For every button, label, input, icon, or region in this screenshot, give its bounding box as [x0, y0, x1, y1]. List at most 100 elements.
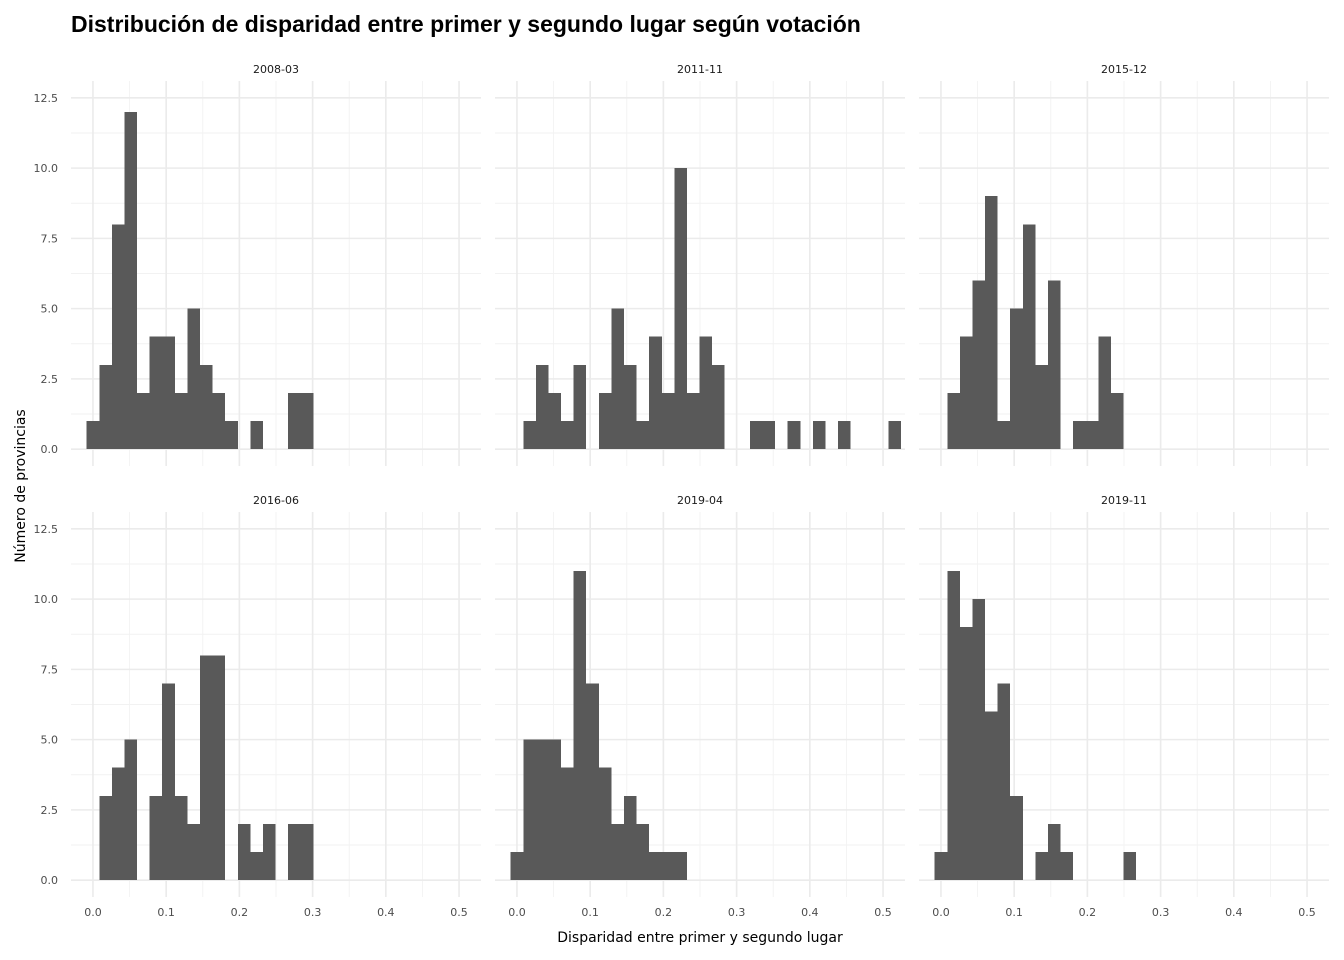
x-tick-label: 0.2 [1079, 906, 1097, 919]
histogram-bar [712, 364, 725, 450]
x-tick-label: 0.0 [84, 906, 102, 919]
histogram-bar [972, 280, 986, 450]
y-tick-label: 12.5 [34, 523, 59, 536]
panel-strip-label: 2016-06 [253, 494, 299, 507]
x-tick-label: 0.5 [874, 906, 892, 919]
panel-strip-label: 2015-12 [1101, 63, 1147, 76]
histogram-bar [99, 795, 112, 881]
histogram-bar [985, 196, 998, 450]
histogram-bar [288, 823, 301, 881]
panel-2016-06: 2016-06 0.0 2.5 5.0 7.5 10.0 12.5 0.0 0.1 0.2 0.3 0… [34, 494, 481, 919]
histogram-bar [838, 421, 851, 450]
panel-2008-03: 2008-03 0.0 2.5 5.0 7.5 10.0 12.5 [34, 63, 481, 466]
histogram-bar [611, 308, 625, 450]
panels-group: 2008-03 0.0 2.5 5.0 7.5 10.0 12.5 2011-11 2015-1… [34, 63, 1329, 919]
x-tick-label: 0.0 [508, 906, 526, 919]
histogram-bar [1048, 280, 1061, 450]
x-tick-label: 0.5 [1298, 906, 1316, 919]
panel-2011-11: 2011-11 [495, 63, 905, 466]
histogram-bar [636, 823, 650, 881]
panel-2015-12: 2015-12 [919, 63, 1329, 466]
histogram-bar [749, 421, 763, 450]
histogram-bar [1085, 421, 1099, 450]
histogram-bar [288, 392, 301, 450]
histogram-bar [1123, 852, 1137, 881]
histogram-bar [674, 852, 687, 881]
x-tick-label: 0.3 [728, 906, 746, 919]
histogram-bar [812, 421, 826, 450]
histogram-bar [1110, 392, 1124, 450]
histogram-bar [636, 421, 650, 450]
histogram-bar [586, 683, 599, 881]
histogram-bar [548, 392, 562, 450]
x-tick-label: 0.4 [377, 906, 395, 919]
panel-strip-label: 2008-03 [253, 63, 299, 76]
histogram-bar [262, 823, 276, 881]
histogram-bar [573, 364, 587, 450]
histogram-bar [1035, 852, 1049, 881]
histogram-bar [99, 364, 112, 450]
x-tick-label: 0.2 [655, 906, 673, 919]
histogram-bar [1010, 795, 1023, 881]
histogram-bar [934, 852, 948, 881]
histogram-bar [548, 739, 562, 881]
histogram-bar [1022, 224, 1036, 450]
y-tick-label: 7.5 [41, 663, 59, 676]
x-tick-label: 0.3 [1152, 906, 1170, 919]
x-tick-label: 0.1 [581, 906, 599, 919]
histogram-bar [187, 308, 201, 450]
histogram-bar [959, 336, 973, 450]
histogram-bar [888, 421, 902, 450]
panel-strip-label: 2011-11 [677, 63, 723, 76]
histogram-bar [149, 336, 163, 450]
histogram-bar [1073, 421, 1086, 450]
histogram-bar [762, 421, 776, 450]
x-tick-label: 0.1 [157, 906, 175, 919]
histogram-bar [947, 571, 960, 881]
histogram-bar [997, 421, 1011, 450]
histogram-bar [649, 852, 662, 881]
panel-2019-11: 2019-11 0.0 0.1 0.2 0.3 0.4 0.5 [919, 494, 1329, 919]
histogram-bar [162, 336, 175, 450]
y-tick-label: 7.5 [41, 232, 59, 245]
histogram-bar [611, 823, 625, 881]
x-tick-label: 0.4 [801, 906, 819, 919]
histogram-bar [947, 392, 960, 450]
y-tick-label: 0.0 [41, 443, 59, 456]
histogram-bar [137, 392, 150, 450]
histogram-bar [573, 571, 587, 881]
histogram-bar [174, 392, 188, 450]
histogram-bar [1048, 823, 1061, 881]
y-tick-label: 10.0 [34, 162, 59, 175]
histogram-bar [225, 421, 238, 450]
histogram-bar [162, 683, 175, 881]
histogram-bar [237, 823, 251, 881]
histogram-bar [250, 852, 263, 881]
histogram-bar [200, 655, 213, 881]
histogram-bar [124, 111, 138, 450]
histogram-bar [523, 739, 536, 881]
histogram-bar [686, 392, 700, 450]
x-axis-title: Disparidad entre primer y segundo lugar [557, 930, 843, 946]
histogram-bar [510, 852, 524, 881]
panel-2019-04: 2019-04 0.0 0.1 0.2 0.3 0.4 0.5 [495, 494, 905, 919]
panel-strip-label: 2019-04 [677, 494, 723, 507]
panel-strip-label: 2019-11 [1101, 494, 1147, 507]
histogram-bar [661, 392, 675, 450]
histogram-bar [1010, 308, 1023, 450]
histogram-bar [174, 795, 188, 881]
histogram-bar [598, 767, 612, 881]
histogram-bar [200, 364, 213, 450]
histogram-bar [959, 627, 973, 881]
x-tick-label: 0.1 [1005, 906, 1023, 919]
histogram-bar [624, 364, 637, 450]
histogram-bar [598, 392, 612, 450]
histogram-bar [149, 795, 163, 881]
y-tick-label: 0.0 [41, 874, 59, 887]
histogram-bar [624, 795, 637, 881]
histogram-bar [997, 683, 1011, 881]
x-tick-label: 0.3 [304, 906, 322, 919]
histogram-bar [250, 421, 263, 450]
y-tick-label: 10.0 [34, 593, 59, 606]
